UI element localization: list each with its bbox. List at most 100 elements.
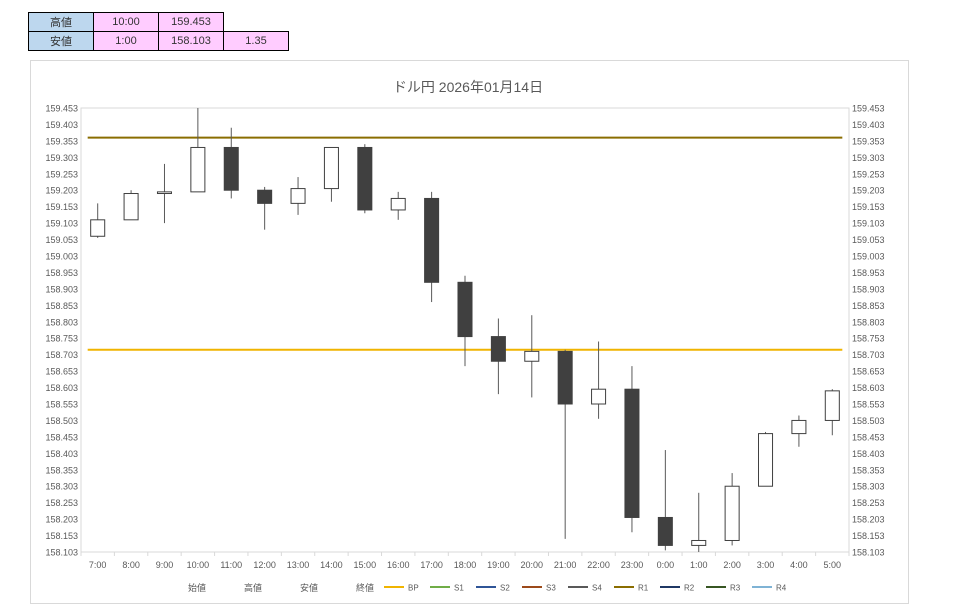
- candle-body-up: [390, 197, 406, 211]
- y-tick-label-right: 159.003: [852, 252, 885, 262]
- x-tick-label: 2:00: [723, 560, 741, 570]
- y-tick-label-left: 159.103: [45, 219, 78, 229]
- summary-empty-cell: [224, 13, 289, 32]
- y-tick-label-right: 159.203: [852, 186, 885, 196]
- x-tick-label: 1:00: [690, 560, 708, 570]
- legend-item-3: 終値: [356, 582, 374, 593]
- chart-area: ドル円 2026年01月14日 159.453 159.453 159.403 159…: [30, 60, 909, 604]
- candle-body-down: [457, 281, 473, 338]
- x-tick-label: 3:00: [757, 560, 775, 570]
- x-tick-label: 23:00: [621, 560, 644, 570]
- x-tick-label: 22:00: [587, 560, 610, 570]
- x-tick-label: 4:00: [790, 560, 808, 570]
- y-tick-label-left: 158.353: [45, 465, 78, 475]
- legend-label-s2: S2: [500, 584, 510, 593]
- candle-body-up: [90, 219, 106, 237]
- y-tick-label-left: 158.203: [45, 515, 78, 525]
- y-tick-label-right: 158.453: [852, 432, 885, 442]
- y-tick-label-right: 158.553: [852, 400, 885, 410]
- candle-body-up: [724, 485, 740, 541]
- y-tick-label-right: 158.853: [852, 301, 885, 311]
- x-tick-label: 11:00: [220, 560, 242, 570]
- y-tick-label-right: 158.103: [852, 548, 885, 558]
- candle-body-down: [557, 350, 573, 405]
- x-tick-label: 12:00: [253, 560, 276, 570]
- candle-body-up: [791, 419, 807, 435]
- y-tick-label-left: 158.153: [45, 531, 78, 541]
- y-tick-label-right: 158.353: [852, 465, 885, 475]
- y-tick-label-left: 158.453: [45, 432, 78, 442]
- y-tick-label-right: 159.253: [852, 169, 885, 179]
- y-tick-label-left: 159.053: [45, 235, 78, 245]
- legend-label-bp: BP: [408, 584, 419, 593]
- y-tick-label-left: 158.753: [45, 334, 78, 344]
- y-tick-label-right: 158.603: [852, 383, 885, 393]
- legend-label-r3: R3: [730, 584, 741, 593]
- y-tick-label-right: 159.153: [852, 202, 885, 212]
- y-tick-label-right: 159.103: [852, 219, 885, 229]
- candle-body-up: [190, 146, 206, 193]
- y-tick-label-right: 158.803: [852, 317, 885, 327]
- candle-body-up: [156, 191, 172, 195]
- y-tick-label-right: 158.403: [852, 449, 885, 459]
- y-tick-label-left: 158.303: [45, 482, 78, 492]
- y-tick-label-left: 158.603: [45, 383, 78, 393]
- y-tick-label-right: 158.653: [852, 367, 885, 377]
- y-tick-label-left: 158.903: [45, 284, 78, 294]
- y-tick-label-right: 159.453: [852, 104, 885, 114]
- x-tick-label: 21:00: [554, 560, 577, 570]
- summary-low-price: 158.103: [158, 31, 224, 51]
- y-tick-label-right: 158.153: [852, 531, 885, 541]
- y-tick-label-right: 158.253: [852, 498, 885, 508]
- x-tick-label: 0:00: [657, 560, 675, 570]
- y-tick-label-right: 158.303: [852, 482, 885, 492]
- y-tick-label-left: 158.253: [45, 498, 78, 508]
- x-tick-label: 18:00: [454, 560, 477, 570]
- legend-label-s4: S4: [592, 584, 602, 593]
- y-tick-label-left: 158.953: [45, 268, 78, 278]
- y-tick-label-right: 158.753: [852, 334, 885, 344]
- candle-body-up: [824, 390, 840, 421]
- y-tick-label-left: 159.003: [45, 252, 78, 262]
- candle-body-up: [591, 388, 607, 405]
- x-tick-label: 15:00: [354, 560, 377, 570]
- x-tick-label: 13:00: [287, 560, 310, 570]
- legend-label-r1: R1: [638, 584, 649, 593]
- y-tick-label-left: 159.153: [45, 202, 78, 212]
- summary-low-label: 安値: [28, 31, 94, 51]
- x-tick-label: 5:00: [824, 560, 842, 570]
- y-tick-label-left: 159.253: [45, 169, 78, 179]
- summary-low-time: 1:00: [93, 31, 159, 51]
- legend-item-1: 高値: [244, 582, 262, 593]
- candle-body-up: [123, 193, 139, 221]
- legend-item-0: 始値: [188, 582, 206, 593]
- candle-body-up: [758, 433, 774, 487]
- y-tick-label-left: 158.703: [45, 350, 78, 360]
- summary-row-high: 高値 10:00 159.453: [28, 12, 289, 32]
- candle-body-down: [424, 197, 440, 283]
- candle-body-up: [691, 539, 707, 546]
- x-tick-label: 10:00: [187, 560, 210, 570]
- candle-body-down: [490, 336, 506, 362]
- y-tick-label-right: 159.353: [852, 136, 885, 146]
- y-tick-label-left: 158.503: [45, 416, 78, 426]
- y-tick-label-left: 158.803: [45, 317, 78, 327]
- summary-range: 1.35: [223, 31, 289, 51]
- candle-body-down: [223, 146, 239, 191]
- summary-row-low: 安値 1:00 158.103 1.35: [28, 31, 289, 51]
- summary-table: 高値 10:00 159.453 安値 1:00 158.103 1.35: [28, 12, 289, 51]
- y-tick-label-right: 158.703: [852, 350, 885, 360]
- candle-body-up: [290, 188, 306, 204]
- summary-high-label: 高値: [28, 12, 94, 32]
- chart-title: ドル円 2026年01月14日: [393, 79, 543, 95]
- y-tick-label-left: 159.303: [45, 153, 78, 163]
- y-tick-label-right: 158.203: [852, 515, 885, 525]
- plot-area: [80, 107, 850, 553]
- y-tick-label-left: 158.853: [45, 301, 78, 311]
- legend-label-r4: R4: [776, 584, 787, 593]
- candle-body-down: [624, 388, 640, 518]
- y-tick-label-right: 159.303: [852, 153, 885, 163]
- summary-high-price: 159.453: [158, 12, 224, 32]
- x-tick-label: 16:00: [387, 560, 410, 570]
- legend-label-s1: S1: [454, 584, 464, 593]
